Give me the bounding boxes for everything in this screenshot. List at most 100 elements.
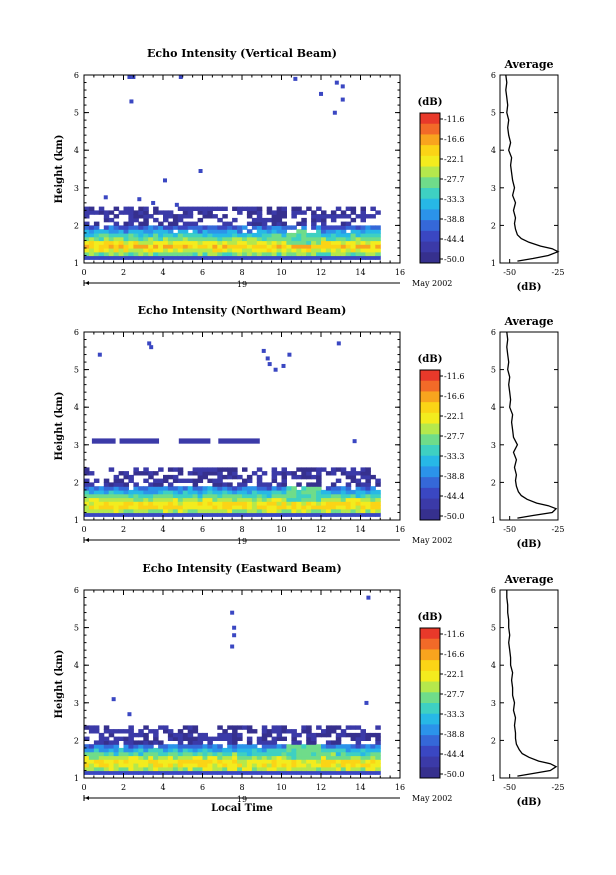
heatmap-cell (281, 251, 287, 257)
heatmap-cell (281, 512, 287, 517)
heatmap-cell (182, 736, 189, 741)
heatmap-cell (355, 755, 362, 760)
heatmap-cell (167, 486, 174, 491)
y-axis-label: Height (km) (54, 650, 65, 719)
heatmap-cell (256, 770, 263, 775)
heatmap-cell (133, 229, 139, 234)
heatmap-cell (143, 206, 149, 211)
heatmap-cell (143, 489, 149, 495)
colorbar-frame (419, 369, 441, 521)
heatmap-cell (118, 497, 125, 502)
heatmap-cell (296, 751, 302, 757)
heatmap-cell (375, 751, 381, 757)
heatmap-cell (167, 474, 174, 480)
heatmap-cell (261, 482, 268, 487)
heatmap-cell (212, 747, 218, 753)
heatmap-cell (281, 770, 287, 775)
heatmap-cell (108, 747, 115, 753)
heatmap-cell (261, 744, 268, 749)
heatmap-cell (202, 512, 208, 517)
heatmap-cell (148, 232, 154, 238)
heatmap-cell (88, 489, 95, 495)
heatmap-cell (187, 763, 194, 768)
heatmap-cell (182, 489, 189, 495)
heatmap-cell (207, 759, 213, 764)
heatmap-cell (291, 486, 297, 491)
heatmap-cell (350, 508, 357, 514)
heatmap-cell (237, 725, 243, 730)
heatmap-cell (335, 501, 342, 506)
heatmap-cell (128, 508, 134, 514)
heatmap-cell (355, 236, 362, 242)
heatmap-cell (222, 236, 228, 242)
heatmap-cell (123, 740, 129, 745)
heatmap-cell (167, 467, 174, 472)
colorbar: (dB)-11.6-16.6-22.1-27.7-33.3-38.8-44.4-… (418, 612, 465, 779)
heatmap-cell (311, 505, 317, 510)
colorbar-segment (420, 198, 440, 210)
heatmap-cell (158, 755, 164, 760)
heatmap-cell (202, 240, 208, 245)
heatmap-cell (237, 255, 243, 260)
heatmap-cell (222, 221, 228, 226)
heatmap-cell (355, 244, 362, 249)
elevated-echo-layer (119, 438, 160, 444)
heatmap-cell (148, 214, 154, 219)
heatmap-cell (108, 512, 115, 517)
heatmap-cell (365, 755, 371, 760)
heatmap-cell (365, 770, 371, 775)
heatmap-cell (256, 478, 263, 483)
colorbar-tick-label: -44.4 (444, 235, 465, 244)
heatmap-cell (237, 505, 243, 510)
heatmap-cell (113, 225, 120, 230)
heatmap-cell (311, 251, 317, 257)
heatmap-cell (251, 744, 258, 749)
sparse-echo-point (332, 110, 337, 115)
heatmap-cell (222, 751, 228, 757)
heatmap-cell (222, 467, 228, 472)
heatmap-cell (242, 759, 248, 764)
heatmap-cell (291, 493, 297, 499)
profile-x-tick-label: -50 (503, 783, 516, 792)
heatmap-cell (311, 736, 317, 741)
heatmap-cell (167, 232, 174, 238)
heatmap-cell (212, 467, 218, 472)
heatmap-cell (242, 493, 248, 499)
heatmap-cell (103, 763, 110, 768)
heatmap-cell (93, 747, 100, 753)
heatmap-cell (153, 501, 159, 506)
heatmap-cell (182, 763, 189, 768)
heatmap-cell (316, 478, 322, 483)
heatmap-cell (321, 766, 327, 772)
heatmap-cell (340, 229, 347, 234)
heatmap-cell (207, 740, 213, 745)
heatmap-cell (172, 744, 179, 749)
heatmap-cell (202, 229, 208, 234)
heatmap-cell (217, 255, 223, 260)
heatmap-cell (355, 489, 362, 495)
heatmap-cell (276, 210, 283, 215)
heatmap-cell (84, 478, 90, 483)
heatmap-cell (182, 744, 189, 749)
heatmap-cell (197, 255, 204, 260)
heatmap-cell (350, 255, 357, 260)
x-tick-label: 8 (239, 268, 244, 277)
profile-y-tick-label: 4 (491, 403, 496, 412)
heatmap-cell (246, 744, 253, 749)
heatmap-cell (316, 232, 322, 238)
heatmap-cell (128, 232, 134, 238)
heatmap-cell (360, 755, 366, 760)
heatmap-cell (187, 489, 194, 495)
heatmap-cell (138, 229, 144, 234)
profile-y-tick-label: 1 (491, 259, 496, 268)
heatmap-cell (360, 493, 366, 499)
heatmap-cell (133, 497, 139, 502)
profile-y-tick-label: 2 (491, 736, 496, 745)
colorbar-tick-label: -27.7 (444, 690, 465, 699)
heatmap-cell (93, 225, 100, 230)
x-tick-label: 8 (239, 525, 244, 534)
heatmap-cell (365, 248, 371, 253)
heatmap-cell (113, 240, 120, 245)
heatmap-cell (187, 210, 194, 215)
heatmap-cell (167, 505, 174, 510)
